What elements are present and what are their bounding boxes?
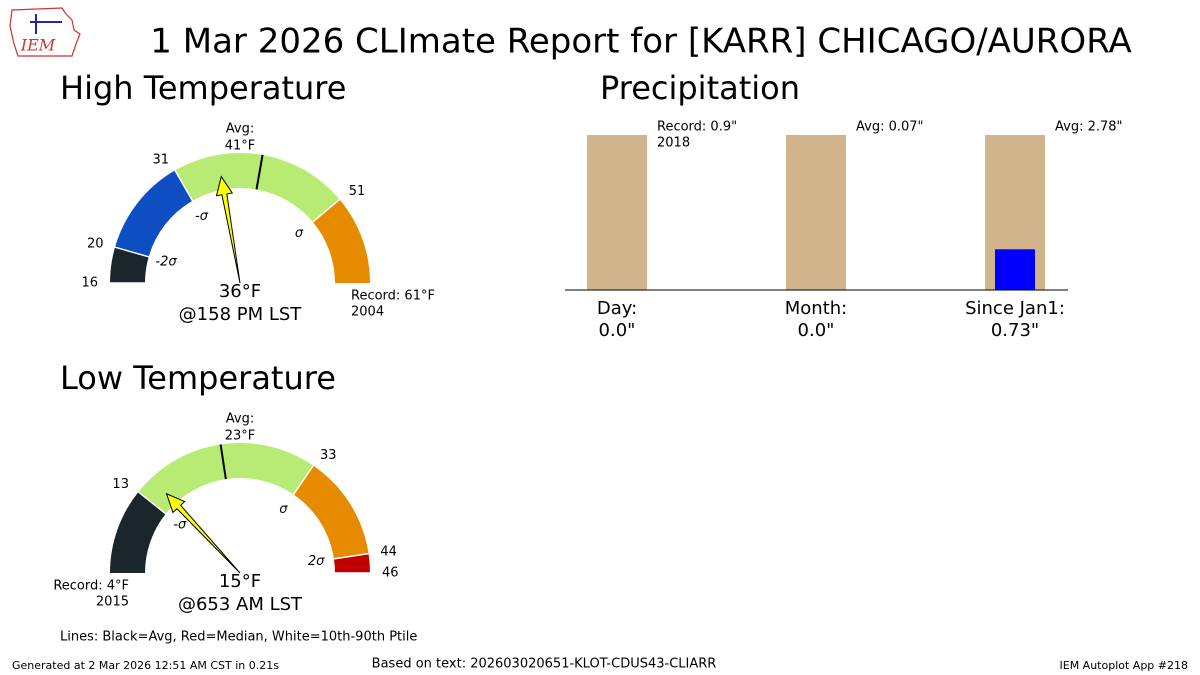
record-year: 2004 [351, 305, 384, 320]
gauge-band [293, 465, 369, 559]
chart-title: Low Temperature [60, 359, 336, 397]
reference-label: Record: 0.9" [657, 120, 737, 135]
tick-mark [312, 198, 341, 223]
avg-line [219, 444, 227, 480]
chart-title: Precipitation [600, 69, 800, 107]
avg-line [255, 154, 264, 190]
tick-label: 13 [112, 477, 129, 492]
tick-label: 31 [152, 153, 169, 168]
gauge-band [312, 199, 370, 283]
tick-mark [333, 552, 369, 560]
tick-mark [292, 465, 314, 495]
tick-label: 16 [81, 276, 98, 291]
logo-text: IEM [20, 36, 56, 55]
page-title: 1 Mar 2026 CLImate Report for [KARR] CHI… [150, 22, 1131, 62]
tick-mark [137, 491, 167, 515]
value-label: 0.73" [991, 320, 1039, 341]
avg-title: Avg: [226, 122, 254, 137]
record-year: 2015 [96, 595, 129, 610]
bar [995, 249, 1035, 290]
sigma-label: σ [295, 226, 304, 241]
avg-title: Avg: [226, 412, 254, 427]
needle [165, 492, 241, 574]
category-label: Month: [785, 298, 847, 319]
gauge-band [110, 491, 166, 573]
reference-bar [587, 135, 647, 290]
reference-label: Avg: 2.78" [1055, 120, 1123, 135]
tick-label: 44 [380, 544, 397, 559]
sigma-label: 2σ [308, 554, 325, 569]
logo-map [9, 7, 81, 57]
reference-bar [786, 135, 846, 290]
category-label: Since Jan1: [965, 298, 1065, 319]
sigma-label: -σ [195, 209, 209, 224]
sigma-label: -2σ [155, 254, 177, 269]
time-label: @158 PM LST [179, 304, 303, 325]
footer-center: Based on text: 202603020651-KLOT-CDUS43-… [372, 657, 717, 672]
reference-label: Avg: 0.07" [856, 120, 924, 135]
tick-label: 20 [87, 236, 104, 251]
reference-year: 2018 [657, 136, 690, 151]
record-label: Record: 4°F [53, 579, 129, 594]
gauge-band [333, 553, 370, 573]
gauge-band [110, 247, 149, 283]
sigma-label: σ [279, 502, 288, 517]
footer-left: Generated at 2 Mar 2026 12:51 AM CST in … [12, 659, 279, 672]
avg-label: 41°F [225, 139, 256, 154]
time-label: @653 AM LST [178, 594, 303, 615]
tick-label: 51 [349, 184, 366, 199]
avg-label: 23°F [225, 429, 256, 444]
value-label: 0.0" [798, 320, 835, 341]
needle [215, 175, 241, 284]
value-label: 15°F [219, 571, 261, 592]
value-label: 0.0" [599, 320, 636, 341]
tick-mark [114, 246, 149, 258]
legend-note: Lines: Black=Avg, Red=Median, White=10th… [60, 630, 417, 645]
category-label: Day: [597, 298, 637, 319]
tick-label: 46 [382, 566, 399, 581]
footer-right: IEM Autoplot App #218 [1060, 659, 1189, 672]
logo: IEM [9, 7, 81, 57]
sigma-label: -σ [173, 517, 187, 532]
tick-label: 33 [320, 448, 337, 463]
record-label: Record: 61°F [351, 289, 435, 304]
tick-mark [174, 170, 194, 202]
gauge-band [115, 170, 193, 257]
chart-title: High Temperature [60, 69, 346, 107]
value-label: 36°F [219, 281, 261, 302]
